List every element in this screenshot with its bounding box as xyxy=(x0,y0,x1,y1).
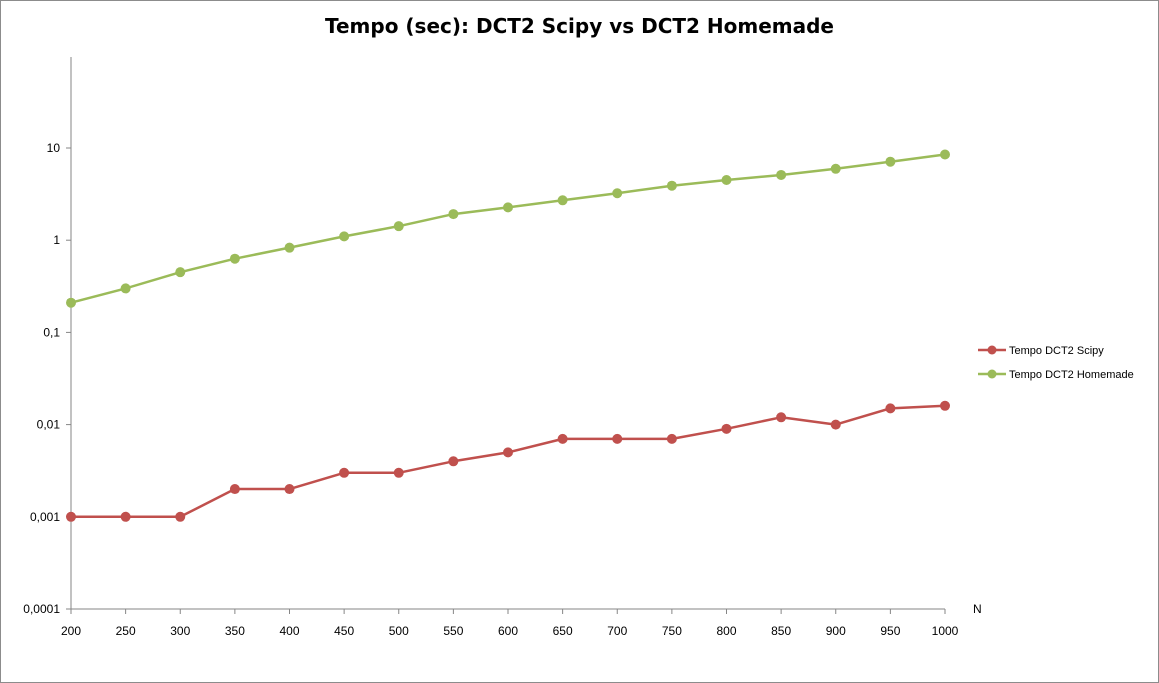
data-point xyxy=(393,221,404,232)
y-tick-label: 0,01 xyxy=(37,418,61,432)
data-point xyxy=(666,433,677,444)
x-tick-label: 350 xyxy=(225,624,245,638)
x-tick-labels: 200 250 300 350 400 450 500 550 600 650 700 750 800 8… xyxy=(61,624,959,638)
x-tick-label: 450 xyxy=(334,624,354,638)
data-point xyxy=(284,242,295,253)
data-point xyxy=(666,180,677,191)
data-point xyxy=(721,174,732,185)
y-tick-label: 0,0001 xyxy=(23,602,60,616)
x-tick-label: 850 xyxy=(771,624,791,638)
data-point xyxy=(66,297,76,308)
legend-swatch-marker xyxy=(987,369,997,379)
y-tick-label: 1 xyxy=(53,233,60,247)
chart-title: Tempo (sec): DCT2 Scipy vs DCT2 Homemade xyxy=(324,14,834,38)
x-tick-label: 900 xyxy=(826,624,846,638)
y-tick-label: 10 xyxy=(47,141,61,155)
legend-label: Tempo DCT2 Homemade xyxy=(1009,369,1134,381)
axes xyxy=(66,57,946,614)
data-point xyxy=(557,433,568,444)
x-tick-label: 800 xyxy=(716,624,736,638)
legend-item-tempo-dct2-homemade: Tempo DCT2 Homemade xyxy=(978,369,1134,381)
data-point xyxy=(120,283,131,294)
data-point xyxy=(339,467,350,478)
x-tick-label: 950 xyxy=(880,624,900,638)
x-tick-label: 400 xyxy=(279,624,299,638)
x-tick-label: 250 xyxy=(116,624,136,638)
x-tick-label: 300 xyxy=(170,624,190,638)
x-tick-label: 500 xyxy=(389,624,409,638)
x-tick-label: 650 xyxy=(553,624,573,638)
data-point xyxy=(776,412,787,423)
data-point xyxy=(940,149,950,160)
series-tempo-dct2-scipy xyxy=(66,400,950,522)
data-point xyxy=(503,447,513,458)
data-point xyxy=(229,484,240,495)
data-point xyxy=(830,419,841,430)
data-point xyxy=(175,267,186,278)
series-tempo-dct2-homemade xyxy=(66,149,950,308)
y-tick-label: 0,1 xyxy=(43,325,60,339)
data-point xyxy=(448,209,459,220)
data-point xyxy=(448,456,459,467)
y-tick-labels: 0,0001 0,001 0,01 0,1 1 10 xyxy=(23,141,60,616)
x-tick-label: 600 xyxy=(498,624,518,638)
data-point xyxy=(885,156,896,167)
series-layer xyxy=(66,149,950,522)
data-point xyxy=(339,231,350,242)
data-point xyxy=(612,188,623,199)
data-point xyxy=(66,511,76,522)
legend: Tempo DCT2 Scipy Tempo DCT2 Homemade xyxy=(978,345,1134,381)
series-line xyxy=(70,153,946,304)
data-point xyxy=(885,403,896,414)
x-tick-label: 1000 xyxy=(932,624,959,638)
data-point xyxy=(229,253,240,264)
data-point xyxy=(721,423,732,434)
x-tick-label: 700 xyxy=(607,624,627,638)
x-tick-label: 200 xyxy=(61,624,81,638)
data-point xyxy=(776,169,787,180)
data-point xyxy=(557,195,568,206)
data-point xyxy=(830,163,841,174)
y-tick-label: 0,001 xyxy=(30,510,60,524)
data-point xyxy=(175,511,186,522)
data-point xyxy=(120,511,131,522)
x-axis-title: N xyxy=(973,602,982,616)
data-point xyxy=(393,467,404,478)
data-point xyxy=(503,202,513,213)
legend-swatch-marker xyxy=(987,345,997,355)
series-line xyxy=(71,404,946,519)
data-point xyxy=(284,484,295,495)
legend-label: Tempo DCT2 Scipy xyxy=(1009,345,1104,357)
data-point xyxy=(612,433,623,444)
legend-item-tempo-dct2-scipy: Tempo DCT2 Scipy xyxy=(978,345,1104,357)
data-point xyxy=(940,400,950,411)
x-tick-label: 750 xyxy=(662,624,682,638)
x-tick-label: 550 xyxy=(443,624,463,638)
